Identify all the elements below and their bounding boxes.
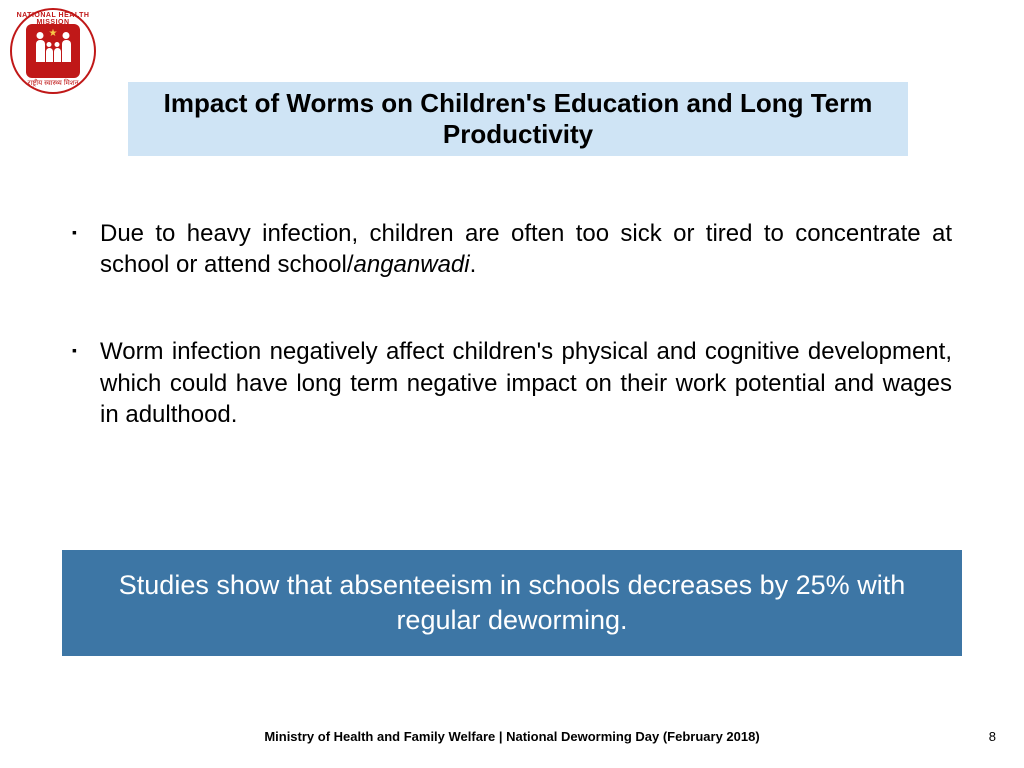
logo-inner-card: ★ [26,24,80,78]
bullet-item: ▪ Worm infection negatively affect child… [72,336,952,430]
page-number: 8 [989,729,996,744]
bullet-list: ▪ Due to heavy infection, children are o… [72,218,952,486]
bullet-marker-icon: ▪ [72,336,100,430]
bullet-text: Due to heavy infection, children are oft… [100,218,952,280]
footer-text: Ministry of Health and Family Welfare | … [0,729,1024,744]
bullet-item: ▪ Due to heavy infection, children are o… [72,218,952,280]
callout-box: Studies show that absenteeism in schools… [62,550,962,656]
bullet-text: Worm infection negatively affect childre… [100,336,952,430]
logo-bottom-text: राष्ट्रीय स्वास्थ्य मिशन [12,79,94,88]
family-figures-icon [36,40,71,62]
slide-title-box: Impact of Worms on Children's Education … [128,82,908,156]
star-icon: ★ [49,28,58,39]
bullet-marker-icon: ▪ [72,218,100,280]
slide-title: Impact of Worms on Children's Education … [138,88,898,150]
callout-text: Studies show that absenteeism in schools… [82,568,942,638]
nhm-logo: NATIONAL HEALTH MISSION ★ राष्ट्रीय स्वा… [10,8,96,94]
logo-circle: NATIONAL HEALTH MISSION ★ राष्ट्रीय स्वा… [10,8,96,94]
